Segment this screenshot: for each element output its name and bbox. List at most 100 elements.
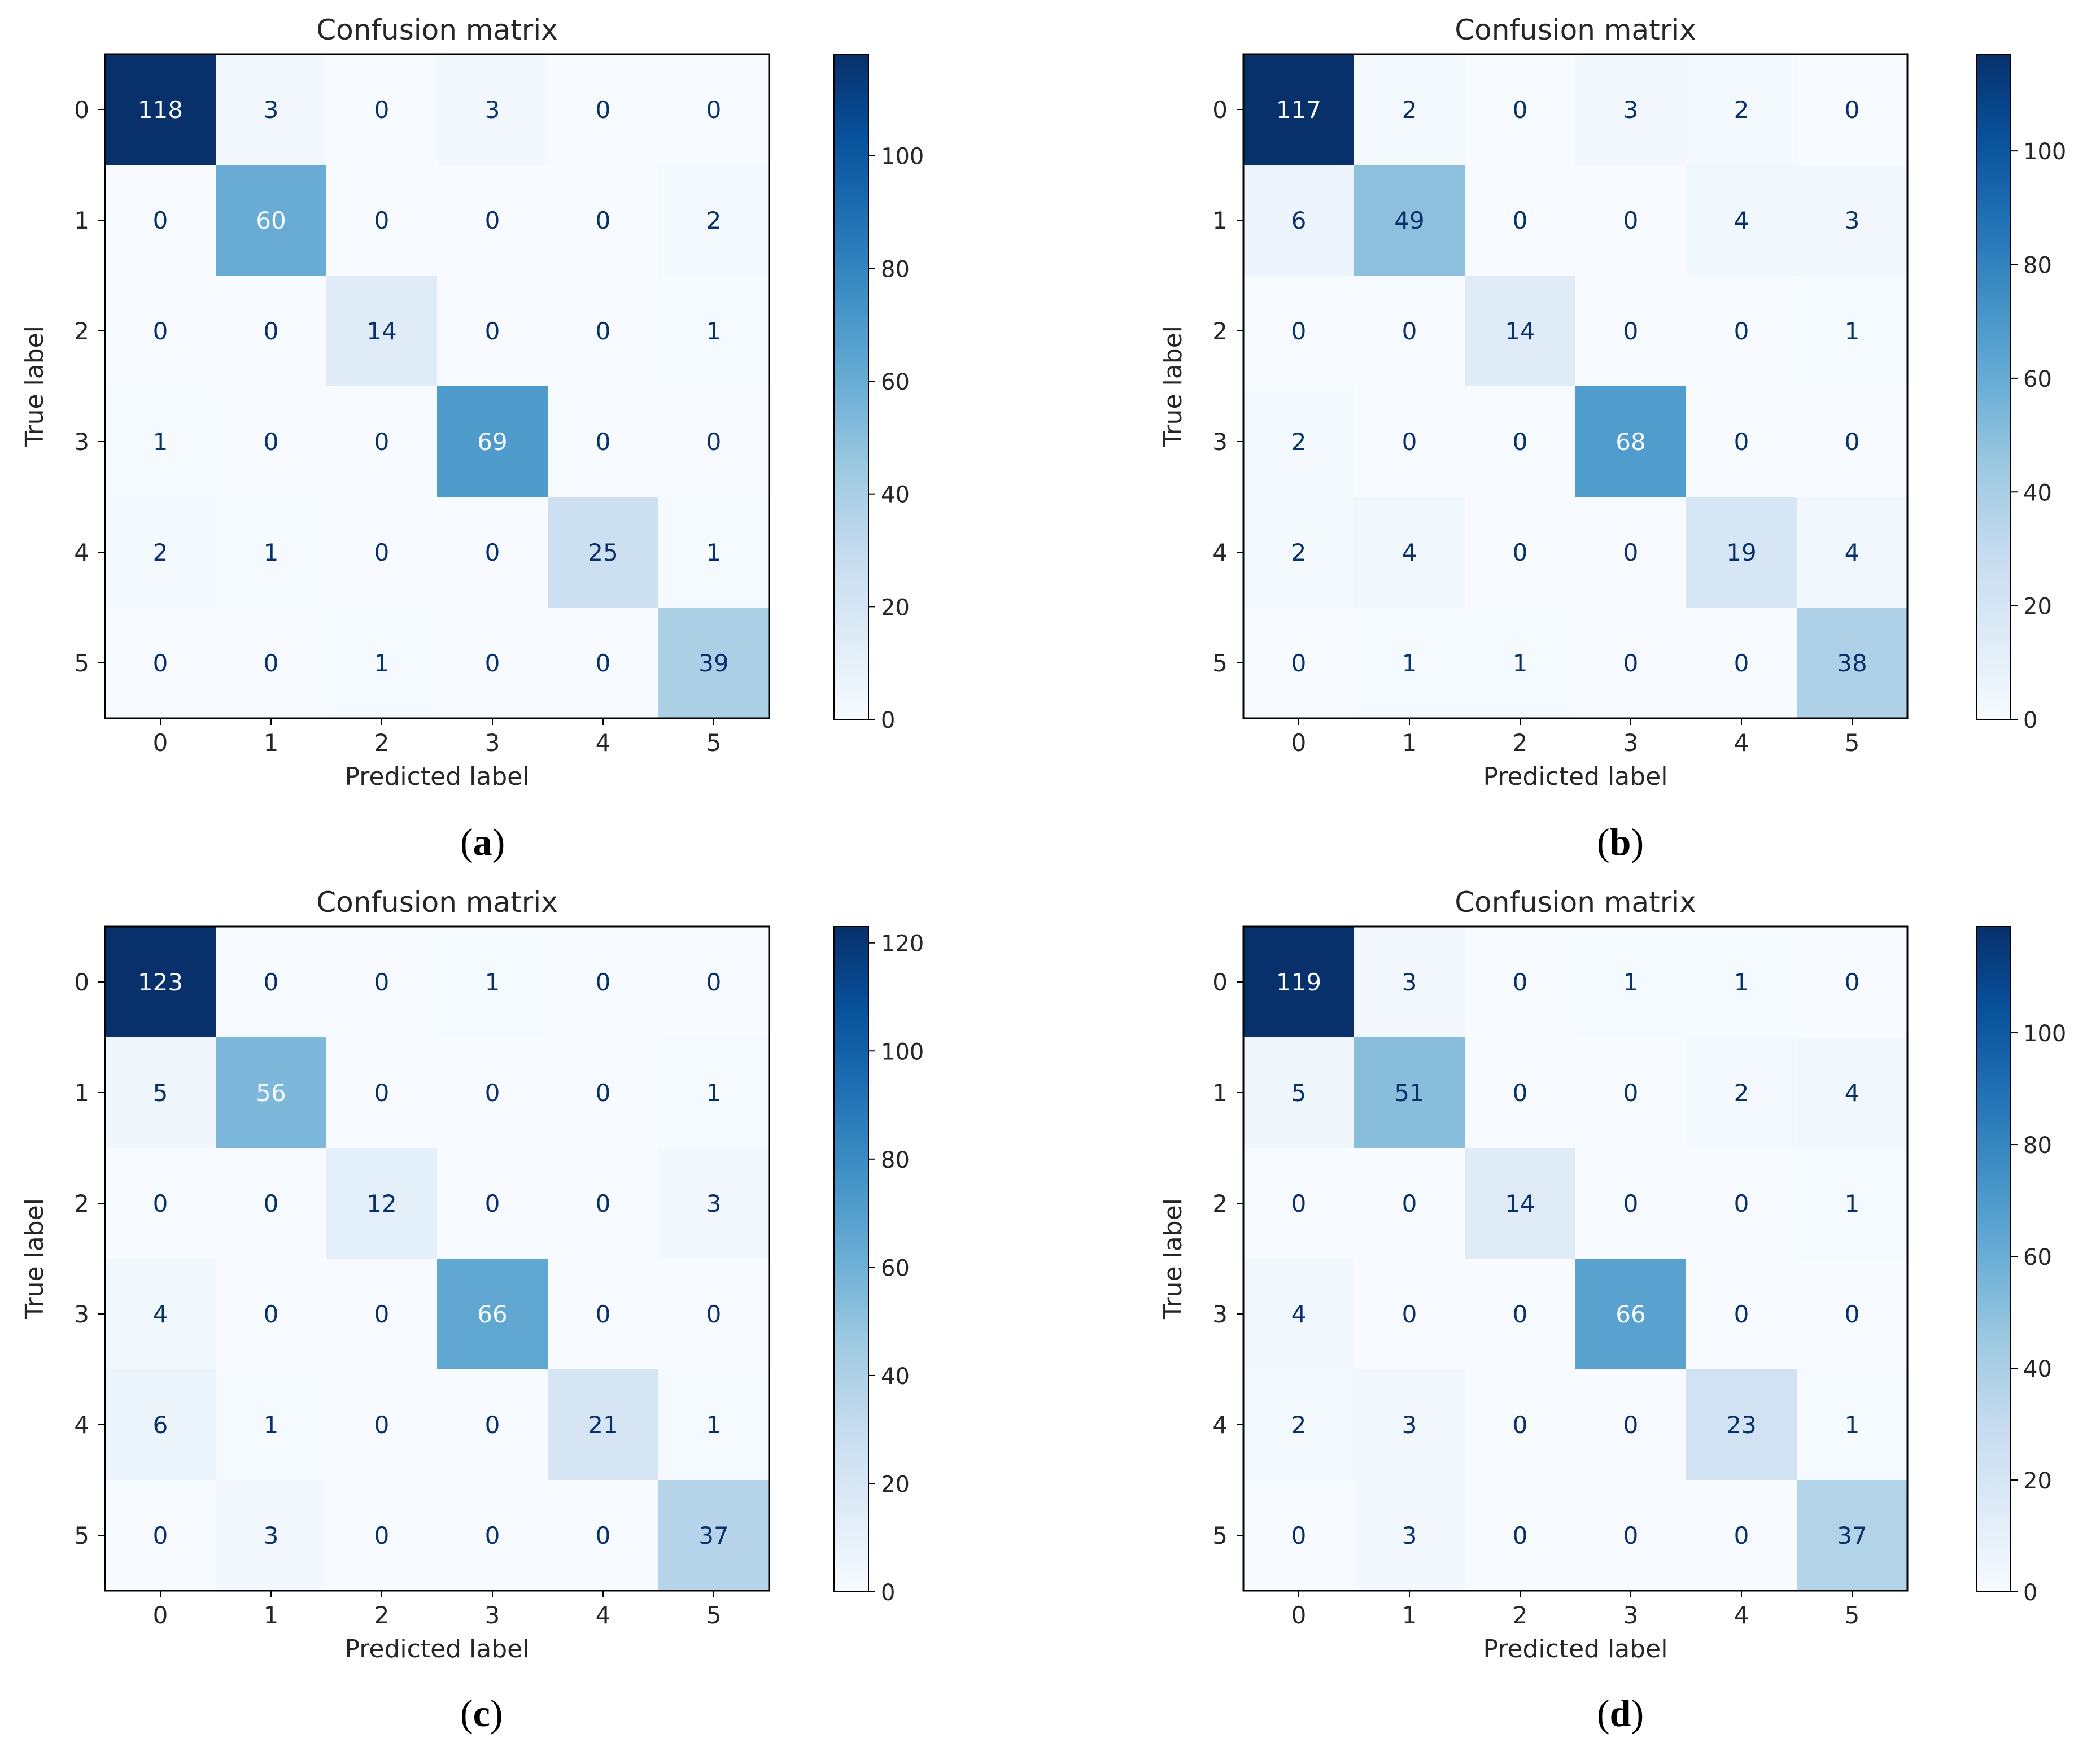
x-tick-label: 1	[264, 729, 279, 757]
colorbar	[833, 54, 869, 720]
matrix-cell-r4-c3	[437, 497, 548, 608]
matrix-cell-r3-c1	[1354, 1259, 1465, 1369]
matrix-cell-r3-c1	[1354, 386, 1465, 497]
matrix-cell-r2-c5	[658, 276, 769, 386]
matrix-cell-r4-c5	[658, 497, 769, 608]
colorbar-tick-label: 100	[2023, 139, 2066, 165]
matrix-cell-r5-c1	[1354, 1480, 1465, 1591]
x-tick-label: 0	[1291, 1601, 1307, 1629]
cell-value-r5-c0: 0	[153, 1522, 168, 1549]
y-tick-label: 0	[1212, 968, 1228, 996]
matrix-cell-r3-c4	[548, 386, 658, 497]
cell-value-r3-c5: 0	[1845, 1300, 1860, 1328]
matrix-cell-r1-c3	[1575, 1037, 1686, 1148]
cell-value-r4-c5: 1	[706, 1411, 722, 1439]
colorbar-tick-label: 0	[2023, 1580, 2037, 1606]
matrix-cell-r1-c0	[105, 1037, 216, 1148]
matrix-cell-r2-c1	[216, 276, 326, 386]
cell-value-r2-c4: 0	[596, 1190, 611, 1217]
x-tick-label: 1	[1402, 1601, 1417, 1629]
y-tick-label: 4	[74, 539, 89, 566]
matrix-cell-r0-c3	[1575, 927, 1686, 1037]
cell-value-r3-c3: 66	[1616, 1300, 1645, 1328]
matrix-cell-r3-c3	[437, 1259, 548, 1369]
matrix-cell-r0-c5	[1797, 54, 1907, 165]
cell-value-r0-c4: 2	[1734, 96, 1749, 124]
cell-value-r5-c1: 0	[264, 649, 279, 677]
cell-value-r5-c3: 0	[1623, 1522, 1639, 1549]
matrix-cell-r1-c1	[216, 165, 326, 276]
matrix-cell-r1-c2	[1465, 165, 1575, 276]
cell-value-r4-c0: 2	[153, 539, 168, 566]
y-tick-label: 4	[1212, 539, 1228, 566]
matrix-cell-r5-c4	[1686, 608, 1797, 718]
chart-title: Confusion matrix	[1455, 886, 1696, 919]
matrix-cell-r1-c4	[548, 165, 658, 276]
cell-value-r4-c2: 0	[1513, 1411, 1528, 1439]
cell-value-r3-c3: 69	[477, 428, 507, 456]
matrix-cell-r5-c1	[216, 608, 326, 718]
matrix-cell-r5-c2	[326, 1480, 437, 1591]
matrix-cell-r3-c5	[1797, 386, 1907, 497]
matrix-cell-r4-c3	[1575, 1369, 1686, 1480]
matrix-cell-r1-c5	[658, 165, 769, 276]
cell-value-r5-c0: 0	[153, 649, 168, 677]
y-tick-label: 3	[74, 428, 89, 456]
x-tick-label: 4	[596, 729, 611, 757]
x-axis-label: Predicted label	[345, 1635, 530, 1663]
matrix-cell-r5-c5	[1797, 1480, 1907, 1591]
x-tick-label: 0	[153, 729, 168, 757]
colorbar-tick-label: 40	[2023, 1356, 2052, 1382]
cell-value-r4-c0: 2	[1291, 539, 1307, 566]
confusion-matrix-c: 123 0 0 1 0 05 56 0 0 0 10 0 12 0 0 34 0 0 66 0 06 1 0 0 21 10 3 0 0…	[20, 886, 924, 1663]
cell-value-r1-c3: 0	[485, 207, 500, 234]
matrix-cell-r1-c2	[326, 1037, 437, 1148]
matrix-cell-r4-c1	[1354, 497, 1465, 608]
x-tick-label: 3	[1623, 1601, 1639, 1629]
cell-value-r5-c1: 1	[1402, 649, 1417, 677]
matrix-cell-r4-c0	[1243, 1369, 1354, 1480]
x-tick-label: 4	[596, 1601, 611, 1629]
x-tick-label: 0	[153, 1601, 168, 1629]
matrix-cell-r2-c3	[1575, 1148, 1686, 1259]
cell-value-r0-c5: 0	[706, 96, 722, 124]
matrix-cell-r4-c2	[326, 497, 437, 608]
matrix-cell-r4-c2	[326, 1369, 437, 1480]
matrix-cell-r2-c4	[548, 276, 658, 386]
axes-frame	[1242, 925, 1909, 1592]
colorbar-tick-label: 0	[881, 1580, 895, 1606]
cell-value-r1-c4: 0	[596, 207, 611, 234]
cell-value-r4-c2: 0	[1513, 539, 1528, 566]
colorbar-tick-label: 100	[881, 1039, 924, 1065]
matrix-cell-r3-c3	[1575, 1259, 1686, 1369]
cell-value-r0-c4: 0	[596, 96, 611, 124]
cell-value-r2-c5: 1	[706, 317, 722, 345]
matrix-cell-r5-c3	[1575, 1480, 1686, 1591]
matrix-cell-r0-c1	[1354, 927, 1465, 1037]
cell-value-r3-c0: 4	[1291, 1300, 1307, 1328]
matrix-cell-r2-c3	[1575, 276, 1686, 386]
matrix-cell-r1-c2	[326, 165, 437, 276]
cell-value-r0-c3: 1	[485, 968, 500, 996]
y-axis-label: True label	[1159, 1198, 1187, 1320]
matrix-cell-r2-c3	[437, 276, 548, 386]
cell-value-r1-c3: 0	[485, 1079, 500, 1107]
matrix-cell-r3-c0	[105, 1259, 216, 1369]
matrix-cell-r3-c4	[1686, 386, 1797, 497]
matrix-cell-r3-c3	[437, 386, 548, 497]
matrix-cell-r1-c3	[437, 165, 548, 276]
matrix-cell-r2-c0	[1243, 276, 1354, 386]
cell-value-r4-c4: 19	[1726, 539, 1756, 566]
cell-value-r3-c5: 0	[706, 428, 722, 456]
cell-value-r1-c1: 56	[256, 1079, 286, 1107]
matrix-cell-r2-c1	[216, 1148, 326, 1259]
x-tick-label: 2	[374, 1601, 390, 1629]
matrix-cell-r0-c5	[658, 54, 769, 165]
y-tick-label: 1	[74, 1079, 89, 1107]
matrix-cell-r0-c4	[548, 54, 658, 165]
cell-value-r4-c1: 1	[264, 1411, 279, 1439]
colorbar-tick-label: 20	[881, 595, 910, 621]
cell-value-r3-c5: 0	[1845, 428, 1860, 456]
matrix-cell-r0-c2	[1465, 927, 1575, 1037]
matrix-cell-r4-c5	[1797, 1369, 1907, 1480]
